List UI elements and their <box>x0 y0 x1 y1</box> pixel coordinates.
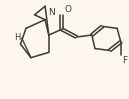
Text: O: O <box>64 5 71 14</box>
Text: F: F <box>122 56 127 65</box>
Text: N: N <box>48 8 55 17</box>
Text: H: H <box>14 33 21 42</box>
